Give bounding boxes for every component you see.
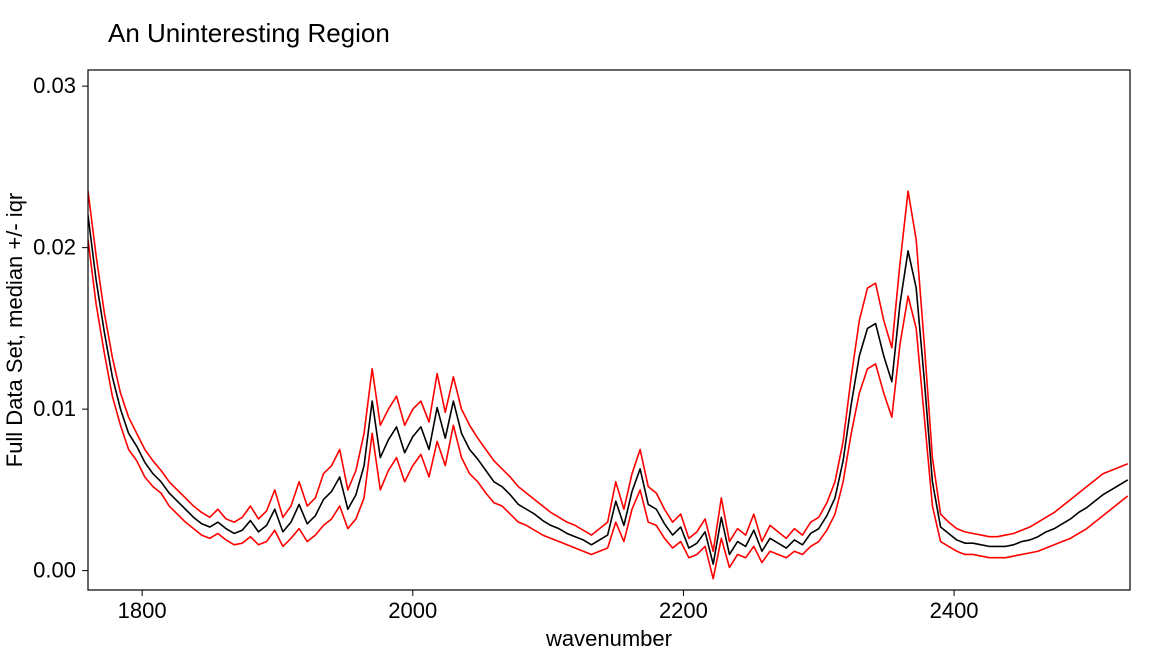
x-axis-label: wavenumber: [545, 626, 672, 651]
y-axis-label: Full Data Set, median +/- iqr: [2, 193, 27, 468]
x-tick-label: 2400: [930, 598, 979, 623]
chart-title: An Uninteresting Region: [108, 18, 390, 48]
y-tick-label: 0.00: [33, 558, 76, 583]
chart-container: An Uninteresting Region 1800 2000 2200 2400 0…: [0, 0, 1152, 672]
chart-svg: An Uninteresting Region 1800 2000 2200 2400 0…: [0, 0, 1152, 672]
x-tick-label: 2200: [659, 598, 708, 623]
x-tick-label: 1800: [118, 598, 167, 623]
x-tick-label: 2000: [388, 598, 437, 623]
y-tick-label: 0.01: [33, 396, 76, 421]
y-tick-label: 0.02: [33, 235, 76, 260]
y-tick-label: 0.03: [33, 73, 76, 98]
